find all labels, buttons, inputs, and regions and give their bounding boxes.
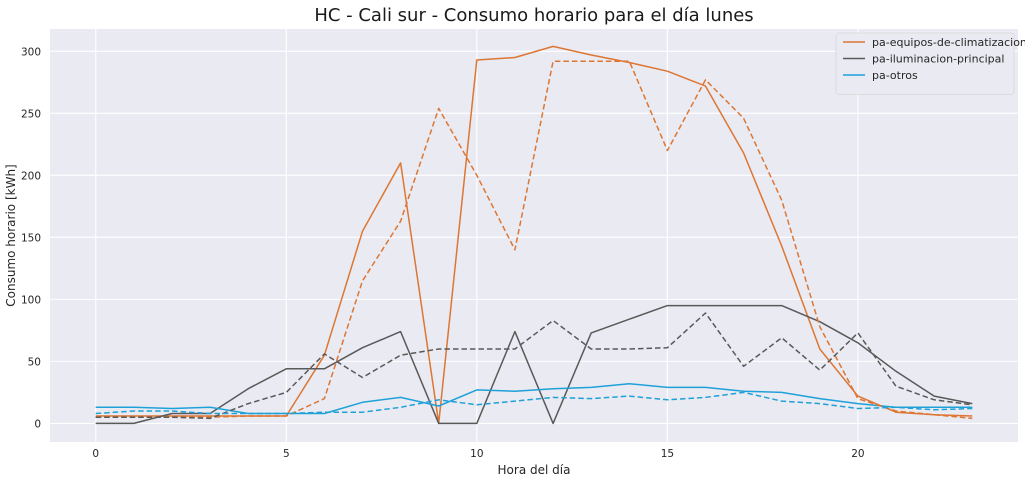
y-tick-label: 250: [21, 108, 41, 120]
y-tick-label: 0: [34, 418, 41, 430]
legend: pa-equipos-de-climatizacion pa-iluminacio…: [835, 32, 1025, 95]
y-axis-ticks: 0 50 100 150 200 250 300: [21, 46, 41, 430]
x-tick-label: 20: [851, 448, 864, 460]
x-tick-label: 5: [283, 448, 290, 460]
series-line-4-dashed: [95, 312, 973, 420]
chart-title: HC - Cali sur - Consumo horario para el …: [314, 5, 753, 26]
y-tick-label: 150: [21, 232, 41, 244]
y-tick-label: 100: [21, 294, 41, 306]
x-axis-label: Hora del día: [498, 463, 571, 477]
y-tick-label: 300: [21, 46, 41, 58]
legend-entry: pa-iluminacion-principal: [872, 53, 1004, 66]
series-line-3-dashed: [95, 60, 973, 420]
legend-box: [835, 32, 1015, 95]
y-tick-label: 200: [21, 170, 41, 182]
y-axis-label: Consumo horario [kWh]: [4, 164, 18, 306]
x-axis-ticks: 0 5 10 15 20: [92, 448, 864, 460]
series-lines: [95, 45, 973, 425]
legend-entry: pa-equipos-de-climatizacion: [872, 36, 1025, 49]
series-line-2-solid: [95, 382, 973, 415]
x-tick-label: 15: [661, 448, 674, 460]
legend-entry: pa-otros: [872, 69, 918, 82]
series-line-5-dashed: [95, 391, 973, 415]
plot-area: [50, 29, 1018, 442]
series-line-1-solid: [95, 304, 973, 425]
y-tick-label: 50: [28, 356, 41, 368]
x-tick-label: 10: [470, 448, 483, 460]
x-tick-label: 0: [92, 448, 99, 460]
